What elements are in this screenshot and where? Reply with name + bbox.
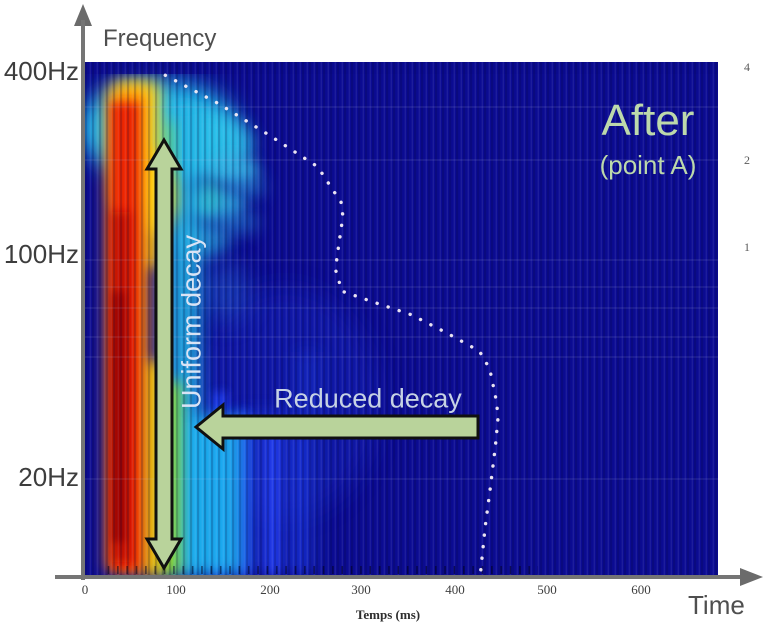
- right-margin-number: 1: [744, 240, 750, 254]
- dotted-decay-boundary: [163, 73, 500, 575]
- reduced-decay-left-arrow: [193, 401, 480, 453]
- minor-ticks: [103, 566, 538, 574]
- y-axis-line: [81, 20, 85, 580]
- spectrogram-plot: After (point A) Uniform decay Reduced de…: [85, 62, 718, 575]
- gridlines: [85, 106, 718, 480]
- y-tick-100hz: 100Hz: [3, 239, 79, 269]
- x-tick-500: 500: [537, 582, 557, 597]
- after-subtitle: (point A): [599, 150, 697, 180]
- x-tick-300: 300: [351, 582, 371, 597]
- uniform-decay-double-arrow: [144, 137, 184, 571]
- x-tick-100: 100: [166, 582, 186, 597]
- x-tick-200: 200: [260, 582, 280, 597]
- stripe-texture: [85, 62, 718, 575]
- uniform-decay-label: Uniform decay: [176, 234, 207, 410]
- x-axis-arrowhead-icon: [740, 568, 763, 586]
- right-margin-number: 2: [744, 153, 750, 167]
- y-axis-title: Frequency: [103, 25, 217, 52]
- x-tick-600: 600: [631, 582, 651, 597]
- after-title: After: [601, 96, 695, 145]
- x-axis-caption: Temps (ms): [355, 607, 421, 622]
- spectrogram-heatmap: [85, 62, 718, 575]
- x-tick-0: 0: [81, 582, 89, 597]
- y-axis-arrowhead-icon: [74, 4, 92, 26]
- y-tick-20hz: 20Hz: [18, 462, 79, 492]
- x-axis-line: [55, 575, 743, 579]
- x-axis-title: Time: [688, 590, 745, 620]
- reduced-decay-label: Reduced decay: [274, 383, 462, 414]
- x-tick-400: 400: [445, 582, 465, 597]
- right-margin-number: 4: [744, 60, 750, 74]
- y-tick-400hz: 400Hz: [3, 56, 79, 86]
